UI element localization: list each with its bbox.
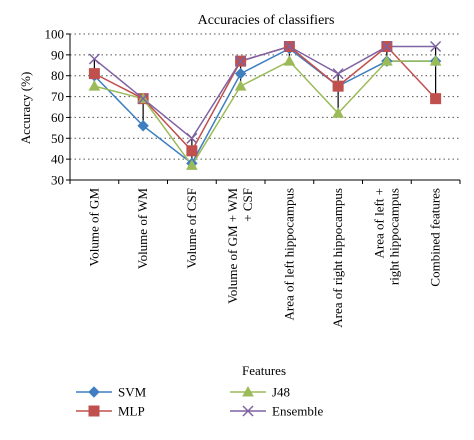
point-ensemble xyxy=(186,132,198,144)
point-j48 xyxy=(381,55,393,66)
legend-svm-label: SVM xyxy=(118,385,147,400)
y-tick-label: 70 xyxy=(51,89,64,104)
series-lines xyxy=(93,45,437,167)
point-ensemble-stroke xyxy=(186,132,198,144)
x-category-label: Volume of WM xyxy=(135,188,150,270)
point-ensemble-stroke xyxy=(332,68,344,80)
y-axis-label: Accuracy (%) xyxy=(18,72,33,145)
legend-ensemble-marker xyxy=(242,405,254,417)
y-tick-label: 90 xyxy=(51,47,64,62)
series-line-ensemble xyxy=(93,45,436,140)
y-tick-label: 80 xyxy=(51,68,64,83)
legend-mlp-label: MLP xyxy=(118,404,145,419)
point-ensemble-stroke xyxy=(137,93,149,105)
y-tick-label: 30 xyxy=(51,173,64,188)
series-line-j48 xyxy=(94,60,436,167)
x-category-label: Area of left + xyxy=(371,188,386,259)
point-ensemble xyxy=(332,68,344,80)
point-ensemble xyxy=(235,55,247,67)
point-j48 xyxy=(186,159,198,170)
y-tick-label: 60 xyxy=(51,110,64,125)
point-mlp xyxy=(332,80,344,92)
point-svm xyxy=(137,120,149,132)
point-ensemble-stroke xyxy=(381,40,393,53)
point-ensemble xyxy=(137,93,149,105)
legend-ensemble-marker-stroke xyxy=(242,405,254,417)
point-svm xyxy=(234,67,247,80)
x-axis-label: Features xyxy=(242,363,286,378)
axes xyxy=(66,33,461,184)
point-j48 xyxy=(88,80,101,91)
point-j48 xyxy=(234,80,247,91)
x-category-label: right hippocampus xyxy=(386,188,401,285)
point-ensemble xyxy=(430,40,442,53)
point-j48 xyxy=(332,107,344,118)
x-category-label: Area of right hippocampus xyxy=(330,188,345,328)
legend-ensemble-label: Ensemble xyxy=(272,404,323,419)
point-ensemble-stroke xyxy=(283,40,295,53)
point-ensemble xyxy=(88,53,100,65)
x-category-label: + CSF xyxy=(240,188,255,222)
x-category-labels: Volume of GM Volume of WM Volume of CSF Vol… xyxy=(86,188,442,328)
x-category-label: Volume of CSF xyxy=(184,188,199,269)
point-ensemble-stroke xyxy=(430,40,442,53)
series-markers xyxy=(88,40,442,170)
x-category-label: Volume of GM xyxy=(86,188,101,267)
point-ensemble xyxy=(283,40,295,53)
x-category-label: Area of left hippocampus xyxy=(281,188,296,320)
legend-j48-marker xyxy=(242,385,254,397)
chart-title: Accuracies of classifiers xyxy=(198,13,335,28)
point-mlp xyxy=(430,93,442,105)
point-j48 xyxy=(283,55,296,66)
y-tick-labels: 30 40 50 60 70 80 90 100 xyxy=(45,27,65,188)
point-ensemble-stroke xyxy=(235,55,247,67)
y-tick-label: 100 xyxy=(45,27,65,42)
legend-svm-marker xyxy=(88,386,100,398)
point-j48 xyxy=(429,55,442,66)
grid xyxy=(70,33,460,160)
y-tick-label: 50 xyxy=(51,131,64,146)
x-category-label: Combined features xyxy=(428,188,443,287)
series-line-svm xyxy=(93,47,436,165)
point-mlp xyxy=(88,68,100,80)
x-category-label: Volume of GM + WM xyxy=(225,188,240,304)
point-ensemble xyxy=(381,40,393,53)
legend-j48-label: J48 xyxy=(272,385,290,400)
legend: SVM MLP J48 Ensemble xyxy=(76,385,323,419)
legend-mlp-marker xyxy=(88,405,100,417)
y-tick-label: 40 xyxy=(51,152,64,167)
point-mlp xyxy=(186,145,198,157)
point-ensemble-stroke xyxy=(88,53,100,65)
